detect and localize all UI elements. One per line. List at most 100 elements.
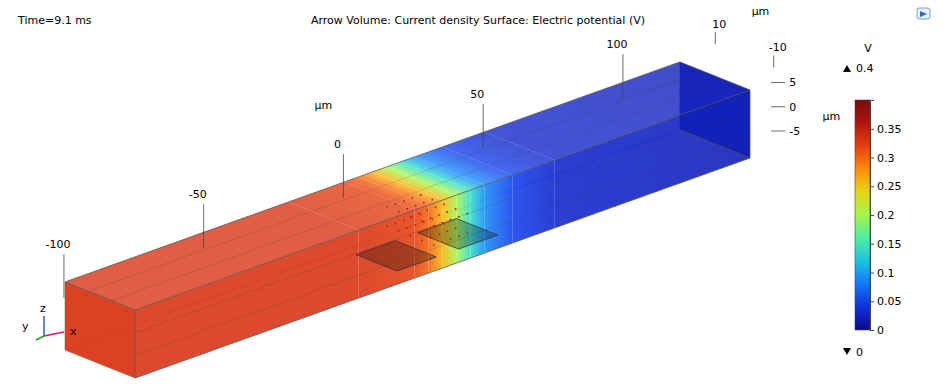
title: Arrow Volume: Current density Surface: E…: [311, 14, 645, 27]
y-tick: [715, 32, 716, 44]
colorbar-tick-label: 0.1: [877, 267, 895, 280]
logo-frame: [917, 8, 930, 19]
current-arrow: [415, 224, 417, 226]
current-arrow: [403, 200, 405, 202]
current-arrow: [443, 223, 445, 225]
x-axis-label: µm: [315, 99, 333, 112]
grid-line: [135, 113, 750, 333]
colorbar-tick: 0.25: [870, 180, 902, 193]
colorbar-tick-mark: [870, 129, 874, 130]
current-arrow: [398, 230, 400, 232]
current-arrow: [433, 244, 435, 246]
colorbar-tick: 0.05: [870, 295, 902, 308]
triad-label: y: [22, 320, 29, 333]
y-tick: [773, 55, 774, 67]
colorbar-axis-line: [871, 101, 875, 331]
triad-x: [44, 332, 64, 336]
current-arrow: [458, 235, 460, 237]
colorbar-ramp: [855, 100, 870, 330]
current-arrow: [423, 202, 425, 204]
logo-mark: [920, 11, 927, 17]
current-arrow: [446, 231, 448, 233]
colorbar-tick-mark: [870, 330, 874, 331]
current-arrow: [426, 229, 428, 231]
electrode: [418, 219, 498, 249]
potential-front-strip: [484, 175, 512, 253]
current-arrow: [386, 206, 388, 208]
current-arrow: [430, 217, 432, 219]
colorbar: 00.050.10.150.20.250.30.35V0.40: [843, 42, 902, 359]
colorbar-tick-mark: [870, 158, 874, 159]
x-tick-label: 50: [470, 88, 484, 101]
current-arrow: [441, 241, 443, 243]
colorbar-tick: 0.35: [870, 123, 902, 136]
current-arrow: [438, 214, 440, 216]
current-arrow: [420, 194, 422, 196]
current-arrow: [418, 232, 420, 234]
min-marker: [843, 348, 851, 355]
x-tick: [622, 54, 623, 98]
z-tick-label: 5: [789, 76, 796, 89]
x-tick-label: 100: [606, 38, 627, 51]
current-arrow: [450, 238, 452, 240]
current-arrow: [435, 226, 437, 228]
triad-z: [43, 316, 45, 336]
x-tick: [483, 104, 484, 148]
current-arrow: [395, 222, 397, 224]
current-arrow: [446, 211, 448, 213]
current-arrow: [430, 237, 432, 239]
colorbar-tick: 0: [870, 324, 884, 337]
current-arrow: [410, 235, 412, 237]
colorbar-tick: 0.15: [870, 238, 902, 251]
current-arrow: [418, 212, 420, 214]
z-tick-label: -5: [789, 125, 800, 138]
current-arrow: [435, 206, 437, 208]
colorbar-tick-mark: [870, 244, 874, 245]
current-arrow: [415, 205, 417, 207]
colorbar-tick-label: 0.15: [877, 238, 902, 251]
max-label: 0.4: [856, 62, 874, 75]
colorbar-tick-label: 0: [877, 324, 884, 337]
y-tick-label: -10: [769, 41, 787, 54]
y-axis-label: µm: [752, 5, 770, 18]
current-arrow: [395, 203, 397, 205]
colorbar-tick-label: 0.25: [877, 180, 902, 193]
current-arrow: [421, 240, 423, 242]
box-edge: [135, 90, 750, 310]
potential-front-strip: [415, 205, 429, 278]
current-arrow: [431, 199, 433, 201]
current-arrow: [455, 228, 457, 230]
x-tick-label: -50: [189, 188, 207, 201]
current-arrow: [438, 234, 440, 236]
current-arrow: [398, 211, 400, 213]
colorbar-tick-mark: [870, 301, 874, 302]
chart: -100-50050100µm10-10µm50-5µmTime=9.1 msA…: [0, 0, 948, 387]
triad-label: x: [70, 325, 77, 338]
colorbar-tick-mark: [870, 186, 874, 187]
current-arrow: [421, 220, 423, 222]
x-tick-label: -100: [45, 238, 70, 251]
box-edge: [135, 310, 136, 378]
x-tick: [203, 204, 204, 248]
colorbar-tick: 0.2: [870, 209, 895, 222]
colorbar-tick-mark: [870, 215, 874, 216]
triad-y: [36, 336, 44, 340]
box-edge: [65, 62, 680, 282]
current-arrow: [455, 208, 457, 210]
current-arrow: [443, 203, 445, 205]
colorbar-tick-label: 0.05: [877, 295, 902, 308]
current-arrow: [403, 219, 405, 221]
current-arrow: [411, 197, 413, 199]
current-arrow: [423, 221, 425, 223]
colorbar-tick-mark: [870, 273, 874, 274]
colorbar-tick: 0.3: [870, 152, 895, 165]
z-tick: [771, 82, 785, 83]
axes: -100-50050100µm10-10µm50-5µm: [45, 5, 840, 298]
current-arrow: [411, 216, 413, 218]
box-edge: [135, 158, 750, 378]
potential-end-face: [680, 62, 750, 158]
potential-front-strip: [470, 185, 484, 258]
colorbar-axis: 0 0.05 0.1 0.15 0.2 0.25 0.3 0.35: [870, 101, 902, 338]
colorbar-tick-label: 0.3: [877, 152, 895, 165]
colorbar-tick: 0.1: [870, 267, 895, 280]
